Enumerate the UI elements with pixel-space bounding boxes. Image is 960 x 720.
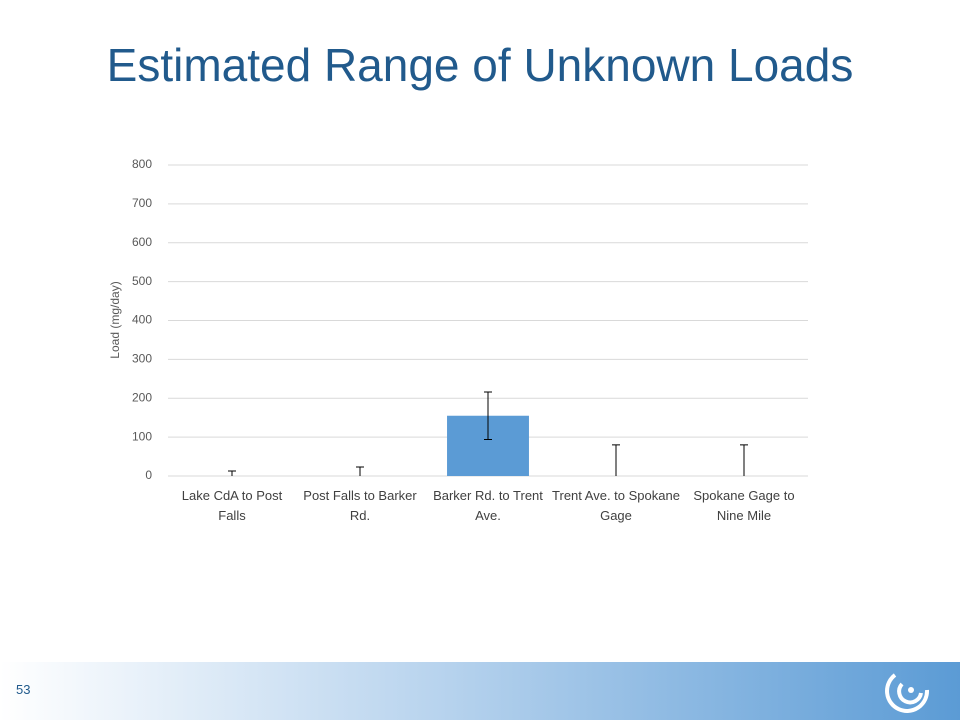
x-tick-label: Trent Ave. to Spokane Gage (552, 488, 680, 523)
y-tick-label: 800 (132, 157, 152, 171)
error-bar (228, 470, 236, 476)
error-bar (356, 466, 364, 476)
logo (885, 673, 930, 713)
x-tick-label: Barker Rd. to Trent Ave. (433, 488, 543, 523)
error-bar (612, 444, 620, 476)
y-tick-label: 100 (132, 429, 152, 443)
x-tick-label: Spokane Gage to Nine Mile (693, 488, 795, 523)
y-tick-label: 500 (132, 274, 152, 288)
slide-title: Estimated Range of Unknown Loads (106, 39, 854, 91)
y-tick-label: 700 (132, 196, 152, 210)
y-tick-label: 400 (132, 313, 152, 327)
error-bar (740, 444, 748, 476)
y-tick-label: 200 (132, 390, 152, 404)
x-tick-label: Lake CdA to Post Falls (181, 488, 283, 523)
error-bar (484, 391, 492, 440)
slide-number: 53 (16, 682, 31, 697)
footer-band (0, 662, 960, 720)
y-tick-label: 0 (145, 468, 152, 482)
x-tick-label: Post Falls to Barker Rd. (303, 488, 417, 523)
y-tick-label: 300 (132, 352, 152, 366)
y-axis-label: Load (mg/day) (108, 281, 122, 358)
y-tick-label: 600 (132, 235, 152, 249)
